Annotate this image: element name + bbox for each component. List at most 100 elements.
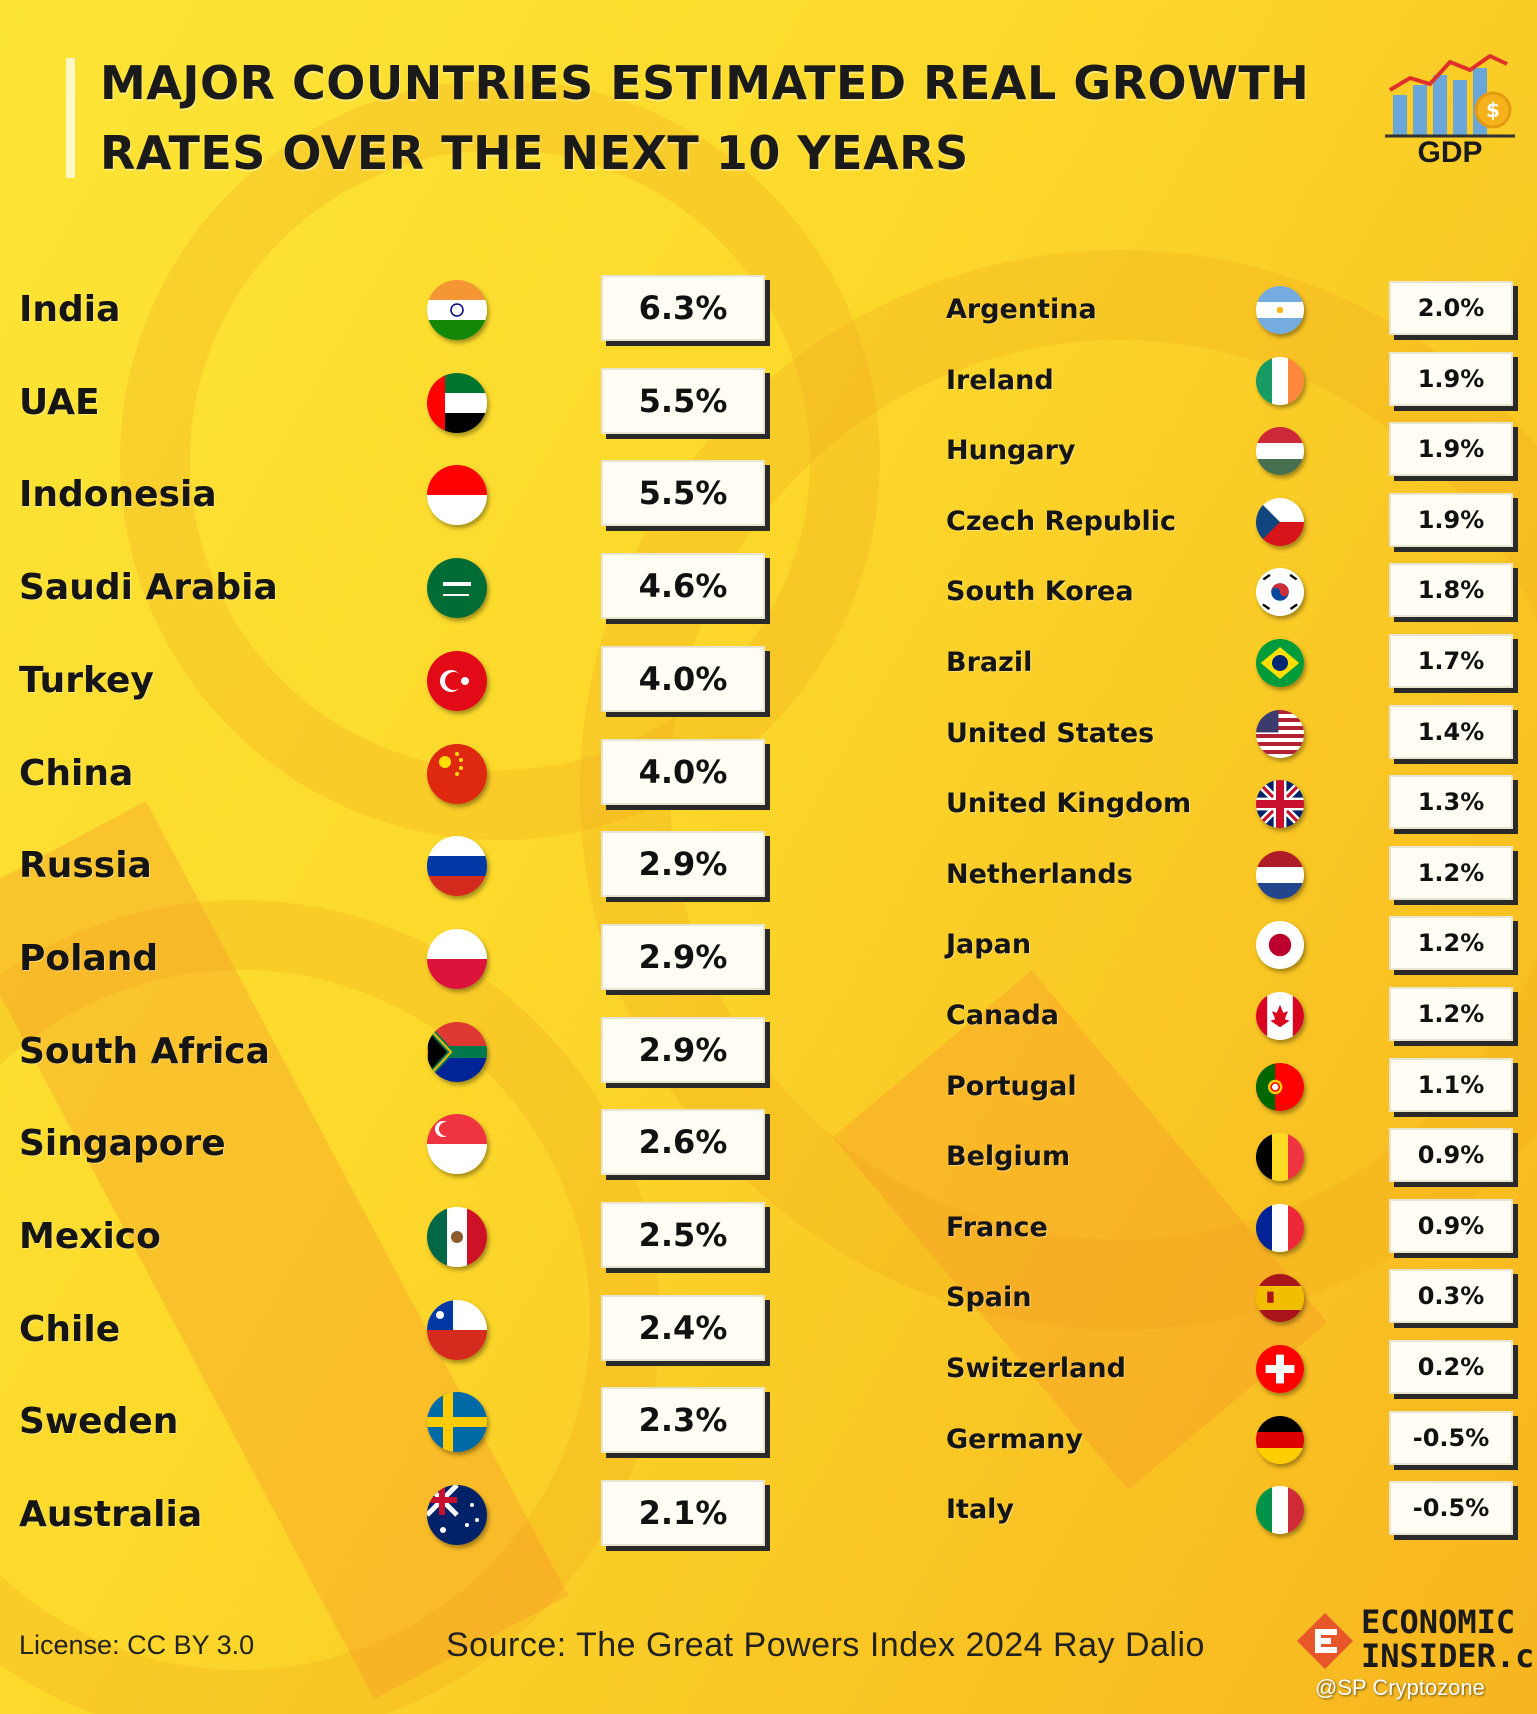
brand-line-2: INSIDER.c [1361,1637,1535,1675]
mexico-flag-icon [427,1207,487,1267]
india-flag-icon [427,280,487,340]
country-label: Singapore [19,1123,226,1165]
growth-value: 5.5% [601,460,765,527]
country-label: Czech Republic [946,505,1176,537]
growth-value: -0.5% [1389,1410,1513,1465]
license-text: License: CC BY 3.0 [19,1630,255,1660]
canada-flag-icon [1256,992,1304,1040]
growth-value: 1.9% [1389,492,1513,547]
growth-value: 2.9% [601,923,765,990]
belgium-flag-icon [1256,1133,1304,1182]
page-title: MAJOR COUNTRIES ESTIMATED REAL GROWTH RA… [100,48,1330,188]
country-label: United States [946,717,1155,749]
country-label: UAE [19,381,100,423]
growth-value: 2.6% [601,1109,765,1176]
growth-value: 2.9% [601,831,765,898]
growth-value: 2.4% [601,1294,765,1361]
country-label: United Kingdom [946,788,1192,820]
singapore-flag-icon [427,1114,487,1175]
growth-value: 5.5% [601,367,765,434]
gdp-label: GDP [1417,136,1483,169]
czech-republic-flag-icon [1256,497,1304,546]
country-label: Belgium [946,1141,1071,1173]
united-kingdom-flag-icon [1256,780,1304,829]
argentina-flag-icon [1256,286,1304,334]
growth-value: 1.4% [1389,704,1513,759]
growth-value: 1.2% [1389,845,1513,900]
australia-flag-icon [427,1485,487,1546]
saudi-arabia-flag-icon [427,558,487,619]
gdp-chart-icon: $ GDP [1385,50,1515,170]
portugal-flag-icon [1256,1062,1304,1111]
growth-value: 1.8% [1389,563,1513,618]
country-label: Chile [19,1308,121,1350]
country-label: Spain [946,1282,1032,1314]
growth-value: 0.9% [1389,1128,1513,1183]
country-label: Netherlands [946,858,1133,890]
country-label: Mexico [19,1216,161,1257]
growth-value: 0.9% [1389,1198,1513,1253]
gdp-bars-icon: $ [1385,53,1515,138]
brand-mark-icon [1297,1613,1353,1669]
china-flag-icon [427,743,487,804]
growth-value: 1.9% [1389,351,1513,406]
economic-insider-logo: ECONOMIC INSIDER.c [1295,1605,1537,1680]
country-label: Poland [19,937,159,979]
country-label: Portugal [946,1070,1077,1102]
growth-value: 2.0% [1389,281,1513,335]
growth-value: 4.0% [601,738,765,805]
south-africa-flag-icon [427,1021,487,1082]
brand-text: ECONOMIC INSIDER.c [1361,1605,1534,1673]
growth-value: 1.9% [1389,422,1513,477]
italy-flag-icon [1256,1486,1304,1535]
brazil-flag-icon [1256,639,1304,687]
growth-value: -0.5% [1389,1481,1513,1536]
country-label: South Africa [19,1030,270,1072]
united-states-flag-icon [1256,709,1304,758]
netherlands-flag-icon [1256,850,1304,899]
brand-line-1: ECONOMIC [1361,1605,1516,1641]
germany-flag-icon [1256,1415,1304,1464]
indonesia-flag-icon [427,465,487,526]
country-label: China [19,752,134,794]
title-line-1: MAJOR COUNTRIES ESTIMATED REAL GROWTH [100,56,1310,110]
country-label: Canada [946,1000,1060,1031]
ireland-flag-icon [1256,356,1304,405]
sweden-flag-icon [427,1392,487,1453]
country-label: Italy [946,1494,1015,1526]
country-label: Australia [19,1494,203,1536]
title-line-2: RATES OVER THE NEXT 10 YEARS [100,126,969,180]
country-label: Hungary [946,435,1076,467]
country-label: France [946,1211,1048,1243]
country-label: Brazil [946,647,1033,678]
country-label: South Korea [946,576,1134,608]
switzerland-flag-icon [1256,1345,1304,1393]
source-text: Source: The Great Powers Index 2024 Ray … [446,1626,1205,1664]
growth-value: 6.3% [601,275,765,341]
growth-value: 1.2% [1389,987,1513,1041]
growth-value: 1.1% [1389,1057,1513,1112]
svg-text:$: $ [1486,98,1500,122]
country-label: Ireland [946,364,1054,396]
growth-value: 1.7% [1389,634,1513,688]
growth-value: 1.2% [1389,916,1513,971]
growth-value: 4.6% [601,553,765,620]
growth-value: 2.5% [601,1202,765,1268]
growth-value: 2.3% [601,1387,765,1454]
growth-value: 0.2% [1389,1340,1513,1394]
hungary-flag-icon [1256,427,1304,476]
poland-flag-icon [427,928,487,989]
russia-flag-icon [427,836,487,897]
title-accent-bar [66,58,75,178]
south-korea-flag-icon [1256,568,1304,617]
country-label: Sweden [19,1401,179,1443]
turkey-flag-icon [427,650,487,711]
chile-flag-icon [427,1299,487,1360]
country-label: Argentina [946,294,1097,325]
france-flag-icon [1256,1203,1304,1252]
country-label: Russia [19,845,152,887]
country-label: Indonesia [19,474,217,516]
country-label: Turkey [19,659,154,701]
growth-value: 2.9% [601,1016,765,1083]
